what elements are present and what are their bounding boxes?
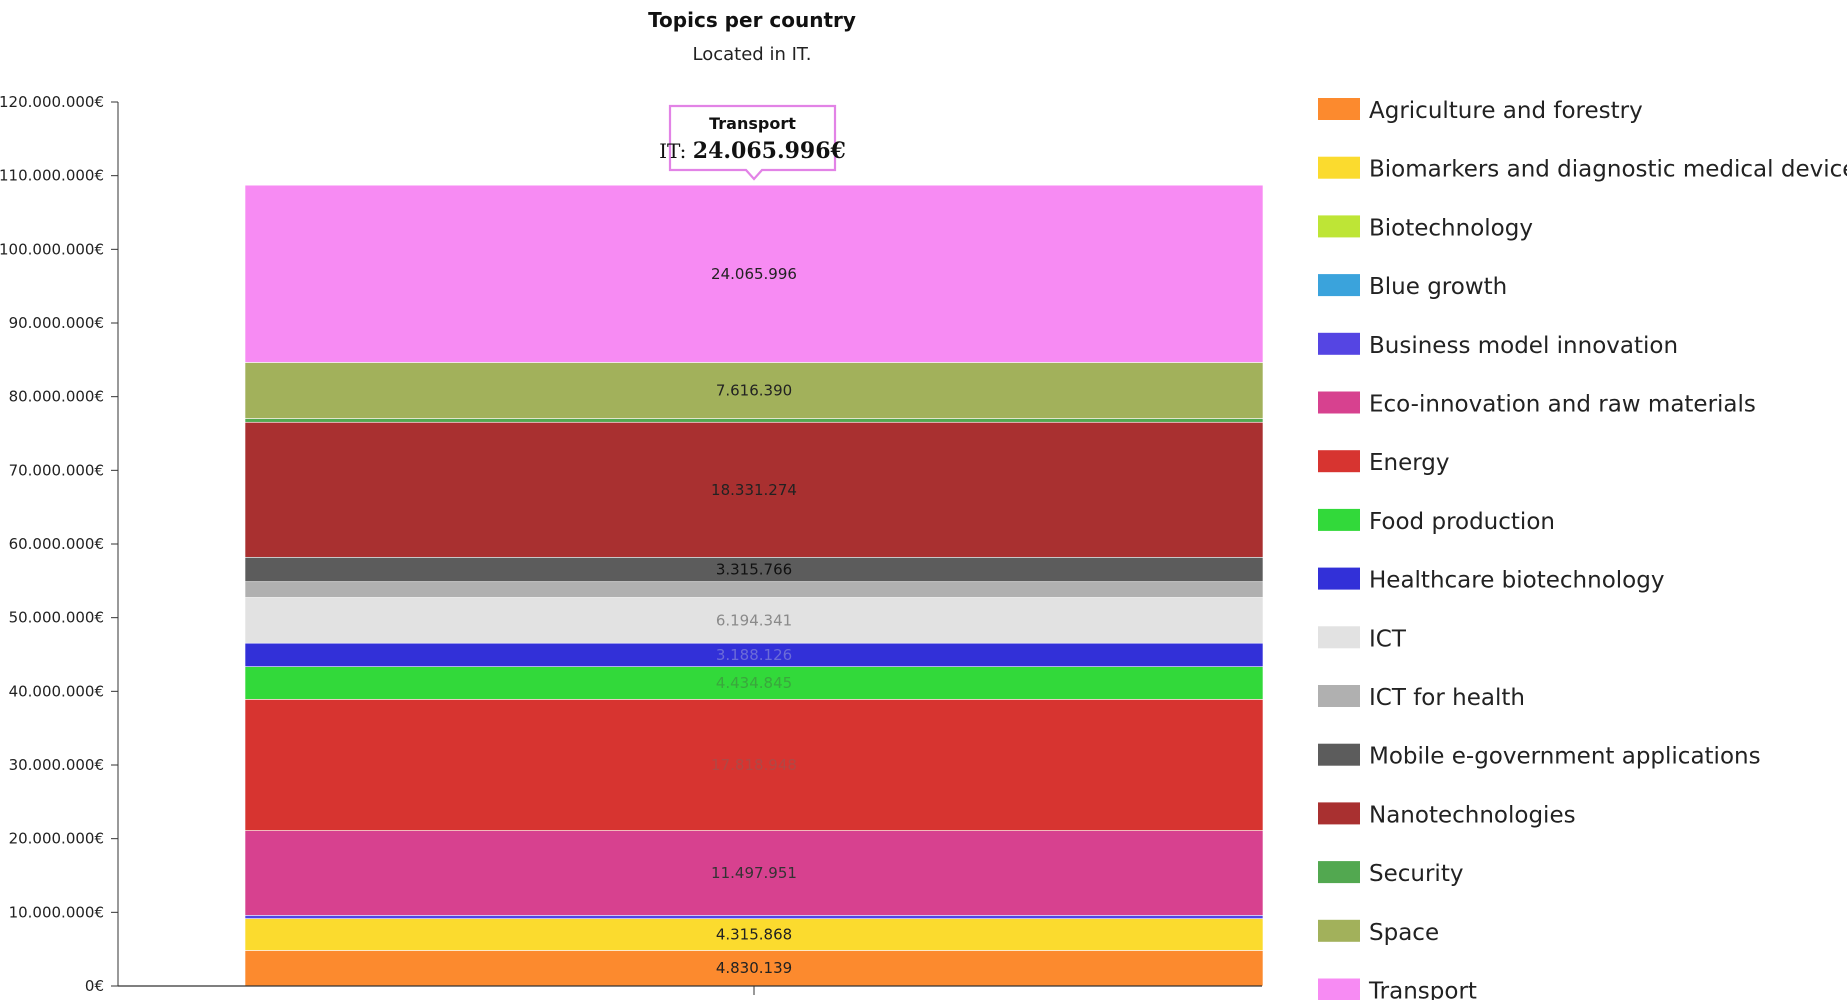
legend-label: Nanotechnologies (1369, 802, 1576, 828)
bar-segment-transport[interactable] (244, 184, 1264, 363)
legend-swatch (1318, 156, 1360, 179)
legend-swatch (1318, 802, 1360, 825)
legend-label: Business model innovation (1369, 333, 1678, 359)
y-tick-label: 60.000.000€ (9, 535, 104, 553)
data-label-space: 7.616.390 (716, 382, 792, 400)
legend-item-healthcare-biotechnology[interactable]: Healthcare biotechnology (1318, 567, 1664, 594)
y-tick-label: 110.000.000€ (0, 167, 104, 185)
legend-label: Biotechnology (1369, 215, 1533, 241)
y-tick-label: 30.000.000€ (9, 756, 104, 774)
legend-label: ICT for health (1369, 685, 1525, 711)
bar-segment-ict[interactable] (244, 597, 1264, 644)
y-tick-label: 70.000.000€ (9, 461, 104, 479)
bar-segment-ict-for-health[interactable] (244, 581, 1264, 598)
chart-subtitle: Located in IT. (693, 44, 812, 65)
x-axis (118, 985, 1262, 995)
legend-label: Food production (1369, 509, 1555, 535)
bar-stack[interactable] (244, 184, 1264, 987)
legend-item-security[interactable]: Security (1318, 861, 1463, 887)
data-label-healthcare-biotechnology: 3.188.126 (716, 646, 792, 664)
y-tick-label: 80.000.000€ (9, 388, 104, 406)
legend-swatch (1318, 508, 1360, 531)
data-label-eco-innovation-and-raw-materials: 11.497.951 (711, 864, 797, 882)
legend-swatch (1318, 215, 1360, 238)
y-axis: 0€ 10.000.000€ 20.000.000€ 30.000.000€ 40.00… (0, 93, 119, 995)
y-tick-label: 90.000.000€ (9, 314, 104, 332)
y-tick-label: 100.000.000€ (0, 240, 104, 258)
data-label-agriculture-and-forestry: 4.830.139 (716, 959, 792, 977)
data-label-biomarkers-and-diagnostic-medical-devices: 4.315.868 (716, 926, 792, 944)
legend-item-transport[interactable]: Transport (1318, 978, 1477, 1000)
bar-segment-eco-innovation-and-raw-materials[interactable] (244, 830, 1264, 916)
legend-item-nanotechnologies[interactable]: Nanotechnologies (1318, 802, 1576, 828)
legend-swatch (1318, 274, 1360, 297)
legend-item-blue-growth[interactable]: Blue growth (1318, 274, 1507, 300)
legend-item-space[interactable]: Space (1318, 919, 1439, 946)
data-label-ict: 6.194.341 (716, 611, 792, 629)
legend-swatch (1318, 98, 1360, 120)
legend-item-agriculture-and-forestry[interactable]: Agriculture and forestry (1318, 98, 1643, 124)
legend-item-eco-innovation-and-raw-materials[interactable]: Eco-innovation and raw materials (1318, 391, 1756, 418)
y-tick-label: 50.000.000€ (9, 609, 104, 627)
legend-swatch (1318, 919, 1360, 942)
legend-swatch (1318, 450, 1360, 473)
legend-item-business-model-innovation[interactable]: Business model innovation (1318, 332, 1678, 359)
tooltip-value-line: IT: 24.065.996€ (659, 138, 846, 164)
legend-item-food-production[interactable]: Food production (1318, 508, 1555, 535)
legend-swatch (1318, 332, 1360, 355)
y-tick-label: 10.000.000€ (9, 903, 104, 921)
legend-label: Eco-innovation and raw materials (1369, 392, 1756, 418)
tooltip: Transport IT: 24.065.996€ (659, 104, 846, 181)
y-tick-label: 120.000.000€ (0, 93, 104, 111)
legend-label: Blue growth (1369, 274, 1507, 300)
bar-segment-mobile-e-government-applications[interactable] (244, 556, 1264, 583)
legend-swatch (1318, 567, 1360, 590)
legend-label: ICT (1369, 626, 1407, 652)
data-label-nanotechnologies: 18.331.274 (711, 481, 797, 499)
legend-item-biotechnology[interactable]: Biotechnology (1318, 215, 1533, 241)
legend-swatch (1318, 391, 1360, 414)
y-tick-label: 0€ (85, 977, 104, 995)
data-label-energy: 17.818.948 (711, 756, 797, 774)
bar-segment-security[interactable] (244, 418, 1264, 423)
legend-swatch (1318, 978, 1360, 1000)
legend-swatch (1318, 743, 1360, 766)
legend-item-mobile-e-government-applications[interactable]: Mobile e-government applications (1318, 743, 1761, 770)
y-tick-label: 40.000.000€ (9, 682, 104, 700)
data-label-transport: 24.065.996 (711, 265, 797, 283)
bar-segment-nanotechnologies[interactable] (244, 421, 1264, 558)
bar-segment-food-production[interactable] (244, 666, 1264, 700)
tooltip-series-prefix: IT: (659, 139, 693, 163)
legend-label: Healthcare biotechnology (1369, 568, 1664, 594)
tooltip-box (668, 104, 837, 181)
legend-label: Security (1369, 861, 1463, 887)
data-label-food-production: 4.434.845 (716, 674, 792, 692)
legend-label: Agriculture and forestry (1369, 98, 1643, 124)
data-labels: 4.830.139 4.315.868 11.497.951 17.818.948 4.… (711, 265, 797, 977)
chart-title: Topics per country (648, 8, 856, 32)
legend: Agriculture and forestry Biomarkers and d… (1318, 98, 1847, 1000)
legend-item-ict-for-health[interactable]: ICT for health (1318, 685, 1525, 711)
legend-label: Mobile e-government applications (1369, 744, 1761, 770)
legend-label: Transport (1368, 979, 1477, 1000)
legend-item-energy[interactable]: Energy (1318, 450, 1450, 476)
bar-segment-business-model-innovation[interactable] (244, 915, 1264, 919)
bar-segment-agriculture-and-forestry[interactable] (244, 950, 1264, 987)
tooltip-title: Transport (709, 114, 796, 133)
y-tick-label: 20.000.000€ (9, 830, 104, 848)
legend-item-ict[interactable]: ICT (1318, 626, 1407, 652)
legend-swatch (1318, 861, 1360, 884)
bar-segment-space[interactable] (244, 362, 1264, 419)
legend-swatch (1318, 626, 1360, 649)
tooltip-value: 24.065.996€ (693, 138, 846, 164)
legend-label: Biomarkers and diagnostic medical device… (1369, 157, 1847, 183)
bar-segment-biomarkers-and-diagnostic-medical-devices[interactable] (244, 918, 1264, 951)
legend-item-biomarkers-and-diagnostic-medical-devices[interactable]: Biomarkers and diagnostic medical device… (1318, 156, 1847, 183)
legend-label: Energy (1369, 450, 1450, 476)
data-label-mobile-e-government-applications: 3.315.766 (716, 561, 792, 579)
bar-segment-energy[interactable] (244, 699, 1264, 831)
legend-swatch (1318, 685, 1360, 707)
legend-label: Space (1369, 920, 1439, 946)
